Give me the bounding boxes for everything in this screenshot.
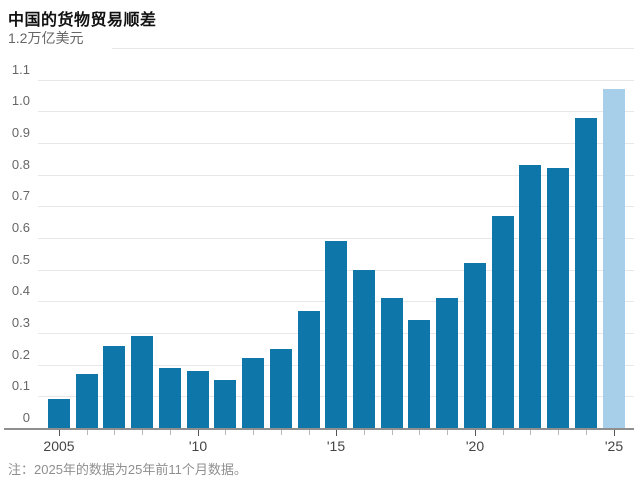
bar-2010 [187, 371, 209, 428]
x-tick-2012 [253, 430, 254, 435]
chart-title: 中国的货物贸易顺差 [8, 12, 157, 29]
gridline-1.1 [38, 80, 634, 81]
bar-2012 [242, 358, 264, 428]
y-axis-label-0.7: 0.7 [11, 188, 30, 203]
bar-2005 [48, 399, 70, 428]
bar-2015 [325, 241, 347, 428]
x-tick-2013 [281, 430, 282, 435]
y-axis-label-0.2: 0.2 [11, 347, 30, 362]
y-axis-label-1.1: 1.1 [11, 62, 30, 77]
x-tick-2009 [170, 430, 171, 435]
y-axis-label-0.5: 0.5 [11, 252, 30, 267]
x-axis-label-2010: '10 [188, 438, 208, 454]
bar-2017 [381, 298, 403, 428]
y-axis-label-0.4: 0.4 [11, 283, 30, 298]
bar-2014 [298, 311, 320, 428]
x-tick-2019 [447, 430, 448, 435]
bar-2016 [353, 270, 375, 428]
y-axis-label-0.3: 0.3 [11, 315, 30, 330]
x-axis-label-2020: '20 [465, 438, 485, 454]
gridline-1.2 [112, 48, 634, 49]
y-axis-label-0: 0 [22, 410, 30, 425]
bar-2007 [103, 346, 125, 428]
x-tick-2005 [59, 430, 60, 436]
x-tick-2023 [558, 430, 559, 435]
x-tick-2011 [225, 430, 226, 435]
x-tick-2017 [392, 430, 393, 435]
bar-2008 [131, 336, 153, 428]
gridline-0.9 [38, 143, 634, 144]
x-tick-2015 [336, 430, 337, 436]
x-tick-2010 [198, 430, 199, 436]
bar-2024 [575, 118, 597, 428]
y-axis-label-unit: 1.2万亿美元 [8, 30, 88, 46]
y-axis-label-0.9: 0.9 [11, 125, 30, 140]
y-axis-label-1.0: 1.0 [11, 93, 30, 108]
bar-2006 [76, 374, 98, 428]
x-tick-2016 [364, 430, 365, 435]
bar-2022 [519, 165, 541, 428]
bar-2013 [270, 349, 292, 428]
x-axis-label-2015: '15 [326, 438, 346, 454]
gridline-0.7 [38, 206, 634, 207]
gridline-0.6 [38, 238, 634, 239]
x-tick-2008 [142, 430, 143, 435]
bar-2011 [214, 380, 236, 428]
x-axis-label-2005: 2005 [43, 438, 75, 454]
x-tick-2025 [614, 430, 615, 436]
gridline-1.0 [38, 111, 634, 112]
x-tick-2018 [419, 430, 420, 435]
y-axis-label-0.1: 0.1 [11, 378, 30, 393]
x-tick-2022 [530, 430, 531, 435]
y-axis-label-0.6: 0.6 [11, 220, 30, 235]
bar-2021 [492, 216, 514, 428]
x-tick-2024 [586, 430, 587, 435]
x-axis-label-2025: '25 [604, 438, 624, 454]
bar-2018 [408, 320, 430, 428]
y-axis-label-0.8: 0.8 [11, 157, 30, 172]
bar-2025 [603, 89, 625, 428]
x-tick-2021 [503, 430, 504, 435]
x-axis-baseline [4, 428, 634, 430]
bar-2023 [547, 168, 569, 428]
chart-footnote: 注：2025年的数据为25年前11个月数据。 [8, 462, 247, 477]
bar-2020 [464, 263, 486, 428]
bar-2009 [159, 368, 181, 428]
x-tick-2014 [309, 430, 310, 435]
x-tick-2007 [114, 430, 115, 435]
gridline-0.8 [38, 175, 634, 176]
bar-2019 [436, 298, 458, 428]
x-tick-2020 [475, 430, 476, 436]
x-tick-2006 [87, 430, 88, 435]
